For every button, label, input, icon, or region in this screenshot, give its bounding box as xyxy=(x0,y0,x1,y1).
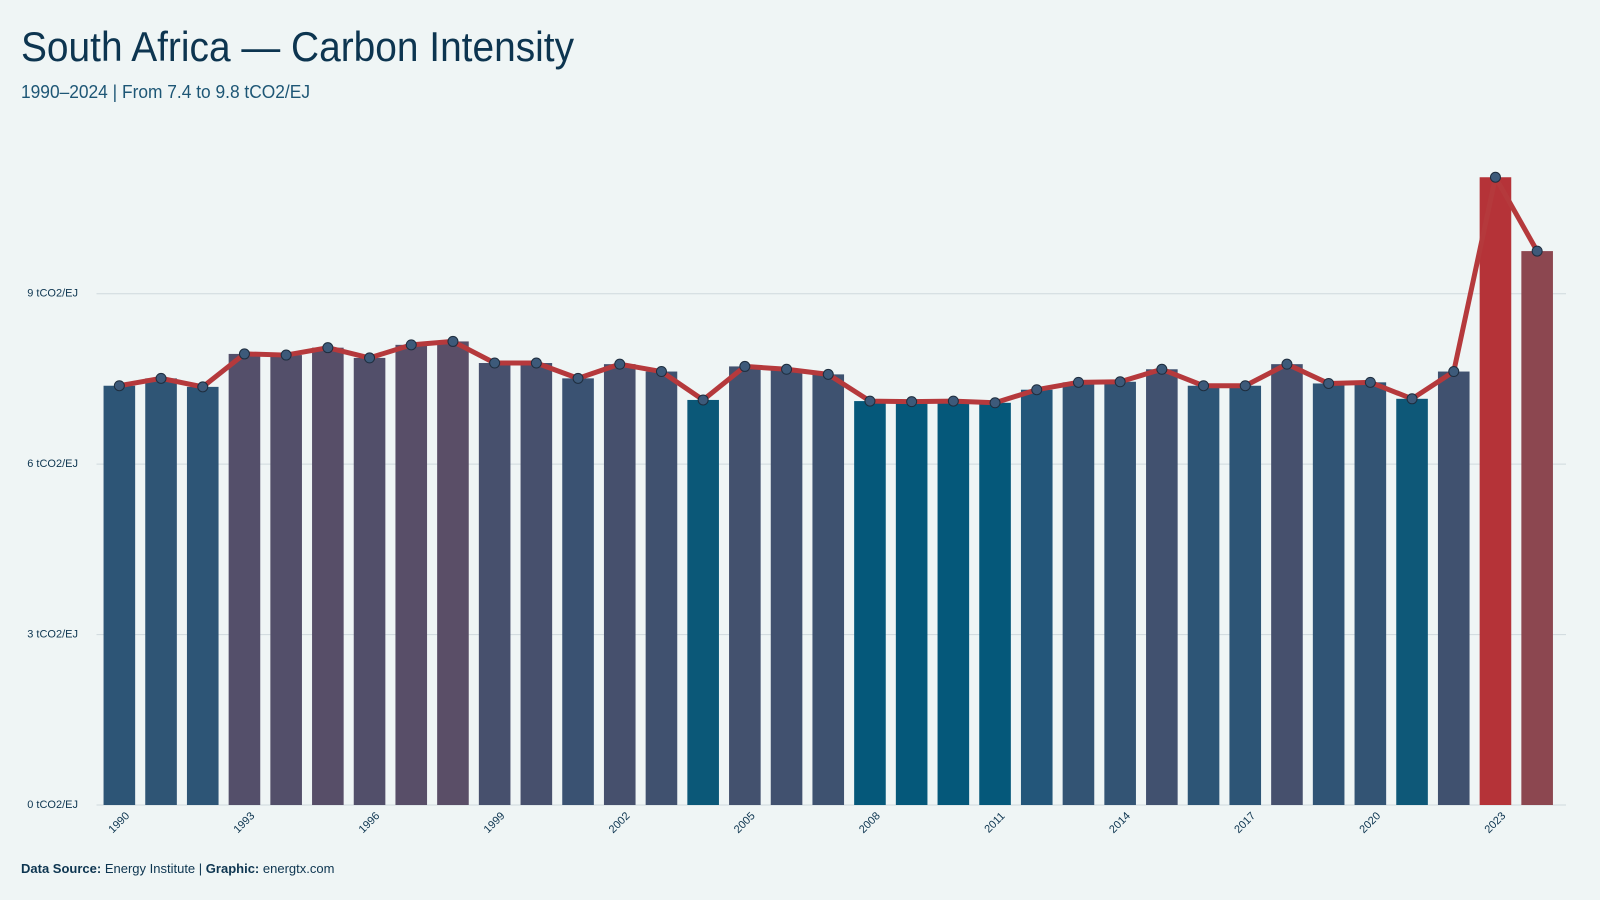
bar xyxy=(562,378,594,805)
point xyxy=(489,357,501,369)
point xyxy=(697,394,709,406)
bar xyxy=(645,371,678,805)
x-tick-label: 2011 xyxy=(982,810,1007,835)
bar xyxy=(1396,398,1428,805)
bar xyxy=(103,385,136,805)
x-tick-label: 2014 xyxy=(1107,810,1133,836)
bar xyxy=(1229,385,1262,805)
bar xyxy=(1146,369,1178,805)
point xyxy=(1239,380,1251,392)
bar xyxy=(1187,385,1220,805)
bar xyxy=(1271,364,1303,805)
point xyxy=(614,358,626,370)
y-tick-label: 0 tCO2/EJ xyxy=(27,799,78,811)
bar xyxy=(437,341,469,805)
point xyxy=(989,397,1001,409)
x-tick-label: 1996 xyxy=(357,810,383,836)
bar xyxy=(1437,371,1470,805)
x-tick-label: 1990 xyxy=(106,810,132,836)
bar xyxy=(979,402,1011,805)
point xyxy=(1114,376,1126,388)
bar xyxy=(895,401,928,805)
point xyxy=(405,339,417,351)
y-tick-label: 6 tCO2/EJ xyxy=(27,458,78,470)
bar xyxy=(520,363,553,805)
point xyxy=(238,348,250,360)
bar xyxy=(1312,383,1345,805)
bar xyxy=(395,344,428,805)
point xyxy=(1406,393,1418,405)
point xyxy=(530,357,542,369)
source: Energy Institute xyxy=(105,861,195,876)
x-tick-label: 2008 xyxy=(857,810,883,836)
bar xyxy=(228,353,261,805)
bar xyxy=(1104,381,1136,805)
x-tick-label: 2002 xyxy=(607,810,633,836)
point xyxy=(1531,245,1543,257)
bar xyxy=(687,399,719,805)
bar xyxy=(854,401,886,805)
bar xyxy=(312,347,344,805)
point xyxy=(906,396,918,408)
bar xyxy=(1062,382,1095,805)
bar xyxy=(1479,177,1512,805)
x-tick-label: 2017 xyxy=(1232,810,1258,836)
point xyxy=(1072,376,1084,388)
bar xyxy=(145,378,177,805)
point xyxy=(781,363,793,375)
point xyxy=(322,342,334,354)
point xyxy=(280,349,292,361)
x-tick-label: 1999 xyxy=(482,810,508,836)
point xyxy=(739,360,751,372)
point xyxy=(1198,380,1210,392)
bar xyxy=(603,364,636,805)
point xyxy=(113,380,125,392)
point xyxy=(1323,377,1335,389)
point xyxy=(447,335,459,347)
point xyxy=(822,368,834,380)
bar xyxy=(770,369,803,805)
bar xyxy=(353,357,386,805)
point xyxy=(155,372,167,384)
chart-title: South Africa — Carbon Intensity xyxy=(21,23,574,70)
bar xyxy=(729,366,761,805)
point xyxy=(572,372,584,384)
point xyxy=(1364,376,1376,388)
footer: Data Source: Energy Institute | Graphic:… xyxy=(21,861,334,876)
point xyxy=(947,395,959,407)
x-tick-label: 2023 xyxy=(1482,810,1508,836)
bar xyxy=(1521,251,1553,806)
x-tick-label: 2005 xyxy=(732,810,758,836)
point xyxy=(1281,358,1293,370)
point xyxy=(1156,363,1168,375)
point xyxy=(197,381,209,393)
y-tick-label: 3 tCO2/EJ xyxy=(27,628,78,640)
graphic: energtx.com xyxy=(263,861,335,876)
point xyxy=(1489,171,1501,183)
separator: | xyxy=(199,861,202,876)
bar xyxy=(478,363,511,805)
chart-subtitle: 1990–2024 | From 7.4 to 9.8 tCO2/EJ xyxy=(21,82,310,102)
y-tick-label: 9 tCO2/EJ xyxy=(27,288,78,300)
bar xyxy=(1354,382,1387,805)
bar xyxy=(812,374,845,805)
point xyxy=(1031,384,1043,396)
graphic-label: Graphic: xyxy=(206,861,259,876)
bar xyxy=(270,355,302,805)
point xyxy=(364,352,376,364)
point xyxy=(655,366,667,378)
x-tick-label: 1993 xyxy=(231,810,257,836)
point xyxy=(864,395,876,407)
bar xyxy=(1020,389,1053,805)
point xyxy=(1448,366,1460,378)
x-tick-label: 2020 xyxy=(1357,810,1383,836)
source-label: Data Source: xyxy=(21,861,101,876)
bar xyxy=(186,386,219,805)
bar xyxy=(937,401,970,805)
